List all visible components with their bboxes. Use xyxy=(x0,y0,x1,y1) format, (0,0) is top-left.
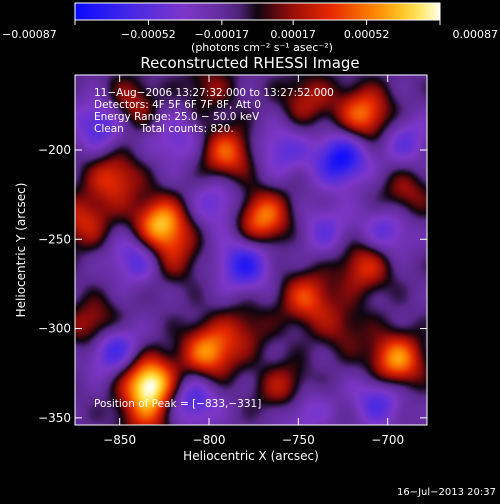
x-tick-label: −800 xyxy=(193,433,226,447)
y-tick-label: −350 xyxy=(38,411,71,425)
colorbar-tick-label: −0.00052 xyxy=(121,28,176,41)
plot-frame xyxy=(74,74,428,426)
colorbar-tick-label: −0.00087 xyxy=(2,28,57,41)
x-axis-label: Heliocentric X (arcsec) xyxy=(183,449,319,463)
colorbar-unit-label: (photons cm⁻² s⁻¹ asec⁻²) xyxy=(191,41,333,54)
footer-timestamp: 16−Jul−2013 20:37 xyxy=(397,487,496,498)
annotation-clean-counts: Clean Total counts: 820. xyxy=(94,123,234,135)
annotation-detectors: Detectors: 4F 5F 6F 7F 8F, Att 0 xyxy=(94,99,261,111)
y-axis-ticks: −200 −250 −300 −350 xyxy=(38,143,427,425)
colorbar-tick-label: 0.00052 xyxy=(344,28,390,41)
y-axis-label: Heliocentric Y (arcsec) xyxy=(14,183,28,318)
observation-annotations: 11−Aug−2006 13:27:32.000 to 13:27:52.000… xyxy=(94,87,334,135)
y-tick-label: −250 xyxy=(38,232,71,246)
colorbar-tick-label: −0.00017 xyxy=(194,28,249,41)
annotation-energy-range: Energy Range: 25.0 − 50.0 keV xyxy=(94,111,260,123)
annotation-time-range: 11−Aug−2006 13:27:32.000 to 13:27:52.000 xyxy=(94,87,334,99)
y-tick-label: −300 xyxy=(38,322,71,336)
colorbar-tick-label: 0.00017 xyxy=(270,28,316,41)
colorbar-ticks: −0.00087 −0.00052 −0.00017 0.00017 0.00052 0.… xyxy=(2,20,498,41)
colorbar-gradient xyxy=(74,2,441,21)
x-axis-ticks: −850 −800 −750 −700 xyxy=(103,75,404,447)
x-tick-label: −750 xyxy=(282,433,315,447)
x-tick-label: −850 xyxy=(103,433,136,447)
colorbar-tick-label: 0.00087 xyxy=(453,28,499,41)
chart-title: Reconstructed RHESSI Image xyxy=(140,54,359,72)
heatmap-image xyxy=(75,75,427,425)
peak-position-label: Position of Peak = [−833,−331] xyxy=(94,398,261,410)
colorbar: −0.00087 −0.00052 −0.00017 0.00017 0.00052 0.… xyxy=(2,2,498,41)
x-tick-label: −700 xyxy=(371,433,404,447)
y-tick-label: −200 xyxy=(38,143,71,157)
